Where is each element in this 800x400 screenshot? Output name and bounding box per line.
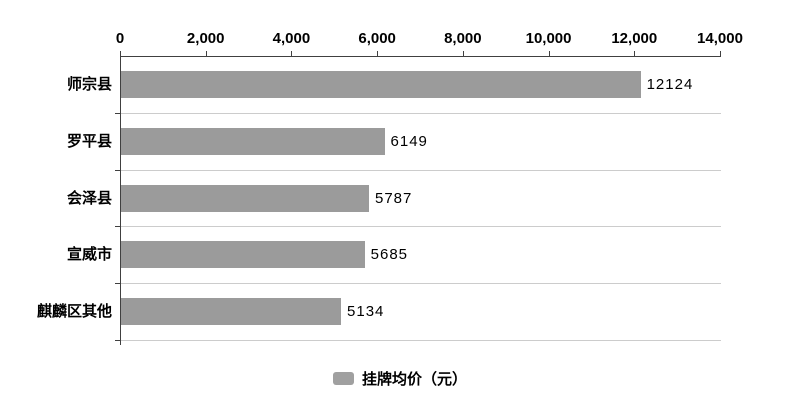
y-tick-mark bbox=[115, 112, 120, 114]
category-separator bbox=[121, 283, 721, 285]
bar bbox=[121, 241, 365, 269]
x-tick-label: 10,000 bbox=[525, 30, 572, 47]
x-tick-mark bbox=[377, 51, 379, 56]
legend: 挂牌均价（元） bbox=[0, 368, 800, 389]
x-tick-label: 6,000 bbox=[358, 30, 396, 47]
y-tick-mark bbox=[115, 340, 120, 341]
x-tick-label: 0 bbox=[115, 30, 125, 47]
x-axis-line bbox=[120, 56, 721, 57]
y-tick-mark bbox=[115, 226, 120, 228]
legend-label: 挂牌均价（元） bbox=[361, 371, 467, 388]
x-tick-mark bbox=[120, 51, 121, 56]
x-tick-label: 12,000 bbox=[611, 30, 658, 47]
category-label: 麒麟区其他 bbox=[36, 303, 112, 321]
x-tick-mark bbox=[462, 51, 464, 56]
category-separator bbox=[121, 112, 721, 114]
category-separator bbox=[121, 226, 721, 228]
value-label: 5685 bbox=[370, 246, 409, 264]
bar bbox=[121, 70, 641, 98]
x-tick-mark bbox=[548, 51, 550, 56]
category-label: 师宗县 bbox=[66, 75, 112, 93]
x-tick-label: 8,000 bbox=[444, 30, 482, 47]
category-separator bbox=[121, 169, 721, 171]
x-tick-label: 4,000 bbox=[272, 30, 311, 47]
category-separator bbox=[121, 340, 721, 341]
y-tick-mark bbox=[115, 283, 120, 285]
value-label: 5134 bbox=[347, 303, 385, 321]
bar bbox=[121, 127, 385, 155]
y-axis-line bbox=[120, 56, 121, 345]
y-tick-mark bbox=[115, 169, 120, 171]
x-tick-label: 14,000 bbox=[697, 30, 743, 47]
x-tick-label: 2,000 bbox=[186, 30, 225, 47]
x-tick-mark bbox=[720, 51, 721, 56]
value-label: 5787 bbox=[375, 189, 413, 207]
bar bbox=[121, 298, 342, 326]
x-tick-mark bbox=[291, 51, 293, 56]
value-label: 6149 bbox=[390, 132, 428, 150]
x-tick-mark bbox=[634, 51, 636, 56]
bar bbox=[121, 184, 369, 212]
category-label: 会泽县 bbox=[66, 189, 112, 207]
category-label: 罗平县 bbox=[66, 132, 112, 150]
category-label: 宣威市 bbox=[66, 246, 112, 264]
x-tick-mark bbox=[205, 51, 207, 56]
value-label: 12124 bbox=[646, 75, 694, 93]
legend-swatch bbox=[332, 372, 354, 385]
